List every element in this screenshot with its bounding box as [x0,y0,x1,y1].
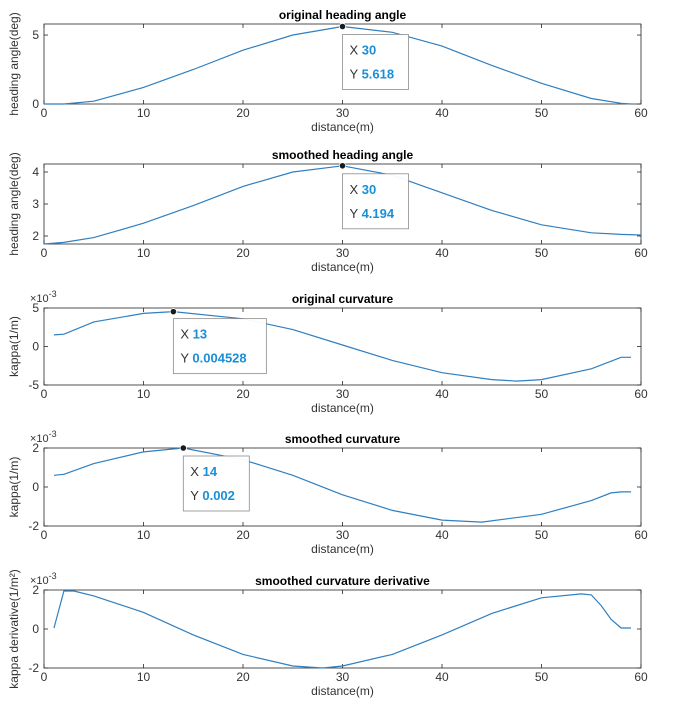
x-tick-label: 50 [535,387,549,401]
y-tick-label: 5 [32,301,39,315]
x-tick-label: 0 [41,528,48,542]
x-tick-label: 10 [137,246,151,260]
x-tick-label: 20 [236,246,250,260]
y-tick-label: 3 [32,197,39,211]
x-tick-label: 50 [535,670,549,684]
y-tick-label: 0 [32,340,39,354]
x-tick-label: 50 [535,246,549,260]
datatip-marker [179,444,187,452]
y-axis-label: kappa(1/m) [7,457,21,518]
chart-title: original curvature [292,292,394,306]
x-tick-label: 60 [634,106,648,120]
y-tick-label: 0 [32,97,39,111]
series-line [53,447,631,523]
series-line [53,590,631,669]
x-axis-label: distance(m) [311,401,374,415]
x-tick-label: 30 [336,387,350,401]
x-tick-label: 60 [634,528,648,542]
datatip-marker [338,22,347,31]
y-tick-label: 5 [32,28,39,42]
datatip-y: Y 4.194 [350,206,395,221]
x-tick-label: 10 [137,670,151,684]
datatip-x: X 13 [180,327,207,342]
x-axis-label: distance(m) [311,260,374,274]
y-tick-label: 2 [32,583,39,597]
y-tick-label: -2 [28,661,39,675]
x-tick-label: 30 [336,670,350,684]
y-axis-label: kappa derivative(1/m²) [7,569,21,688]
x-tick-label: 20 [236,670,250,684]
axes-box [43,589,642,669]
x-tick-label: 30 [336,246,350,260]
chart-title: smoothed curvature derivative [255,574,430,588]
datatip-marker [169,308,177,316]
subplot-1: original heading angle 0 10 20 30 40 50 60 0 5 dis… [7,8,648,134]
x-tick-label: 40 [435,528,449,542]
x-tick-label: 10 [137,528,151,542]
x-tick-label: 20 [236,387,250,401]
y-tick-label: 4 [32,165,39,179]
x-tick-label: 20 [236,106,250,120]
x-axis-label: distance(m) [311,120,374,134]
y-exponent-label: ×10-3 [30,429,57,445]
y-axis-label: heading angle(deg) [7,12,21,115]
datatip-box [342,34,409,90]
y-tick-label: 2 [32,441,39,455]
datatip-x: X 30 [350,43,377,58]
x-axis-label: distance(m) [311,684,374,698]
x-tick-label: 0 [41,387,48,401]
x-axis-label: distance(m) [311,542,374,556]
chart-title: smoothed heading angle [272,148,414,162]
y-exponent-label: ×10-3 [30,571,57,587]
x-tick-label: 60 [634,387,648,401]
datatip-y: Y 5.618 [350,67,395,82]
x-tick-label: 0 [41,106,48,120]
x-tick-label: 30 [336,528,350,542]
x-tick-label: 60 [634,670,648,684]
x-tick-label: 40 [435,106,449,120]
series-line [53,310,631,382]
axes-box [43,447,642,527]
datatip-box [172,318,267,375]
datatip-marker [338,162,347,170]
x-tick-label: 20 [236,528,250,542]
y-tick-label: -5 [28,378,39,392]
x-tick-label: 40 [435,670,449,684]
datatip-x: X 30 [350,182,377,197]
datatip-x: X 14 [190,464,218,479]
x-tick-label: 40 [435,246,449,260]
x-tick-label: 10 [137,106,151,120]
y-axis-label: kappa(1/m) [7,316,21,377]
axes-box [43,307,642,386]
y-axis-label: heading angle(deg) [7,152,21,255]
y-tick-label: 2 [32,229,39,243]
y-tick-label: 0 [32,622,39,636]
x-tick-label: 50 [535,528,549,542]
x-tick-label: 30 [336,106,350,120]
datatip-y: Y 0.004528 [180,351,246,366]
chart-title: original heading angle [279,8,407,22]
subplot-2: smoothed heading angle 0 10 20 30 40 50 60 2 3 4 di… [7,148,648,274]
x-tick-label: 0 [41,670,48,684]
x-tick-label: 0 [41,246,48,260]
y-exponent-label: ×10-3 [30,289,57,305]
x-tick-label: 50 [535,106,549,120]
datatip-y: Y 0.002 [190,488,235,503]
chart-title: smoothed curvature [285,432,401,446]
y-tick-label: 0 [32,480,39,494]
datatip-box [182,455,250,512]
datatip-box [342,173,409,230]
y-tick-label: -2 [28,519,39,533]
x-tick-label: 60 [634,246,648,260]
x-tick-label: 10 [137,387,151,401]
x-tick-label: 40 [435,387,449,401]
